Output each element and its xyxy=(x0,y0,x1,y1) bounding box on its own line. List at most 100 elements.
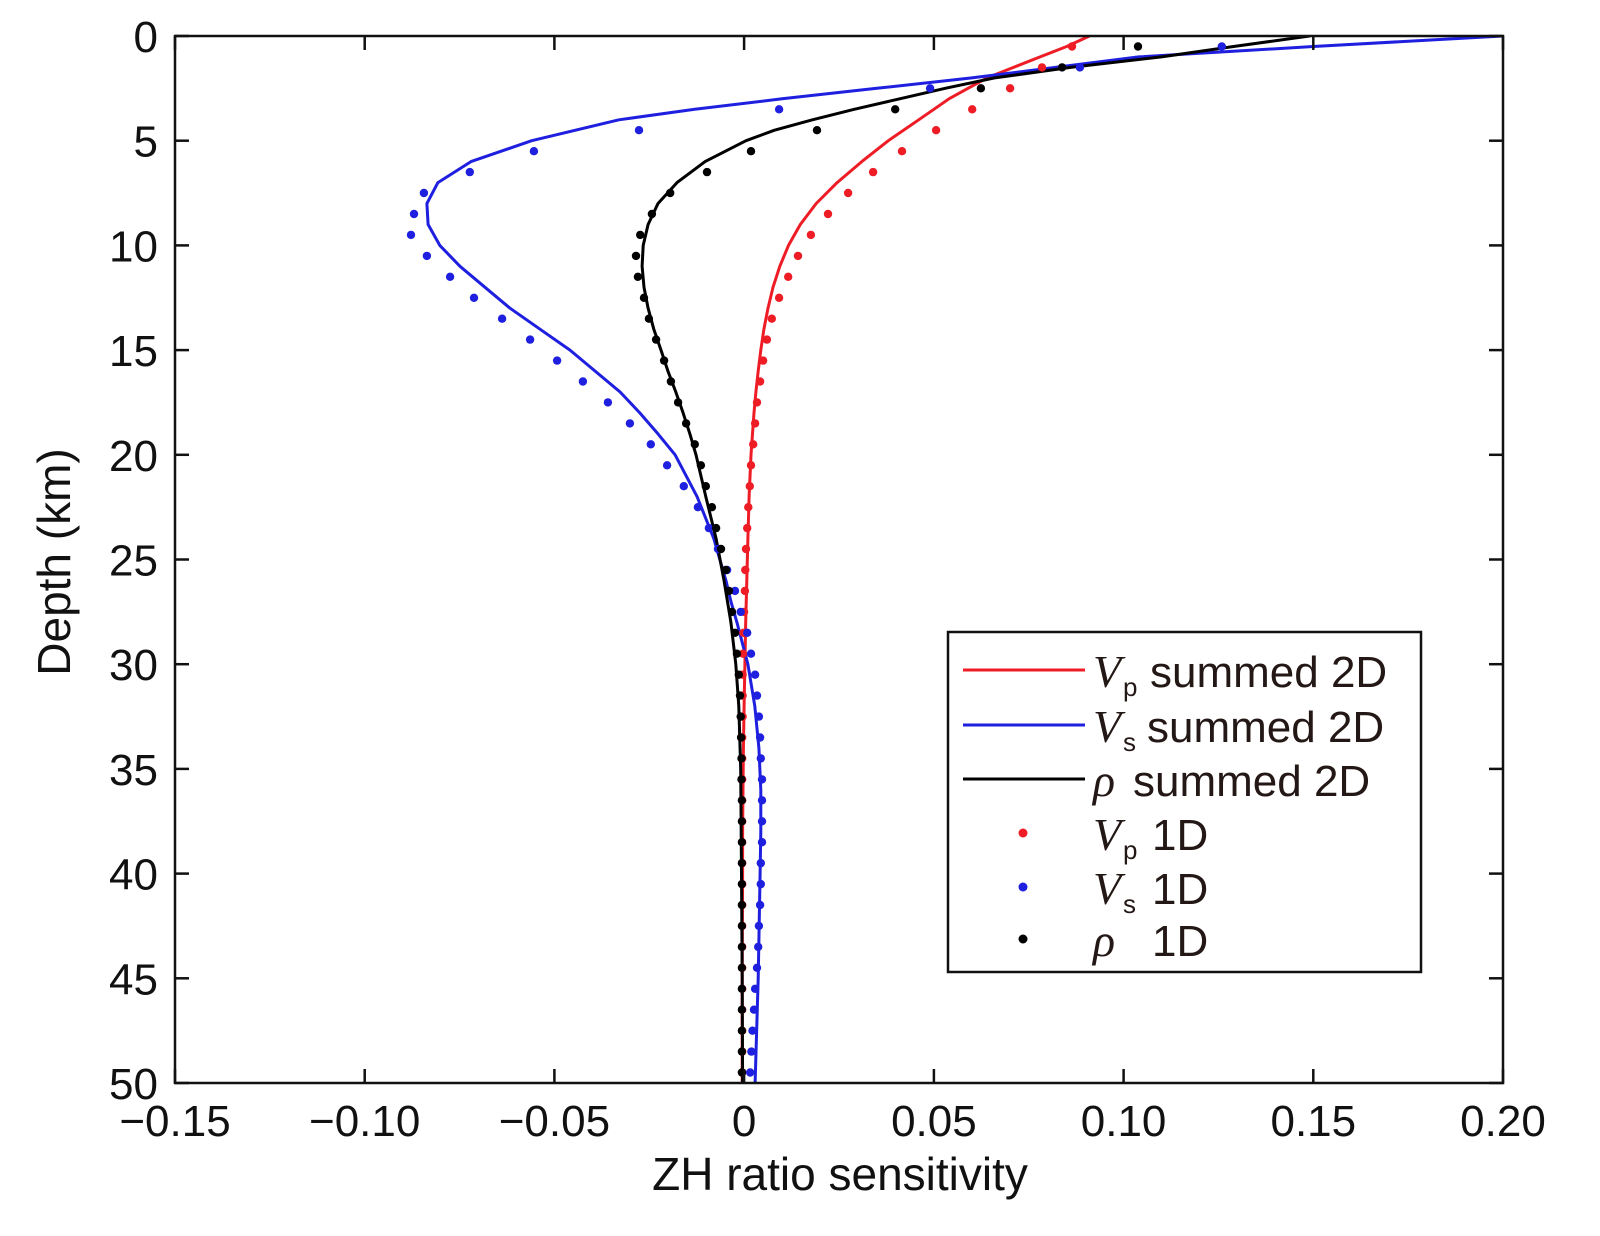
vs-1d-point xyxy=(747,1047,756,1056)
vp-1d-point xyxy=(749,440,758,449)
legend-symbol: V xyxy=(1093,863,1126,914)
vs-1d-point xyxy=(754,921,764,931)
vp-1d-point xyxy=(741,544,751,554)
vp-1d-point xyxy=(968,105,977,114)
vp-1d-point xyxy=(752,398,762,407)
legend-label: ρ summed 2D xyxy=(1091,755,1370,806)
x-tick-label: −0.15 xyxy=(119,1097,230,1146)
vp-1d-point xyxy=(1005,84,1015,93)
rho-1d-point xyxy=(633,272,643,281)
rho-1d-point xyxy=(673,398,683,407)
vs-summed-2d-line xyxy=(425,36,1503,1083)
rho-1d-point xyxy=(746,147,756,156)
vs-1d-point xyxy=(634,126,644,135)
vs-1d-point xyxy=(749,1005,759,1014)
vs-1d-point xyxy=(578,377,588,386)
vp-1d-point xyxy=(897,147,907,156)
legend-label: ρ 1D xyxy=(1091,915,1208,966)
vs-1d-point xyxy=(757,817,767,826)
vs-1d-point xyxy=(497,314,507,323)
legend-entry-rho-summed-2d: ρ summed 2D xyxy=(963,755,1370,806)
vs-1d-point xyxy=(406,230,416,240)
rho-1d-point xyxy=(631,251,641,261)
legend-entry-vs-summed-2d: V s summed 2D xyxy=(963,701,1384,761)
vs-1d-point xyxy=(774,105,784,114)
rho-1d-point xyxy=(737,796,747,805)
vp-1d-point xyxy=(767,314,776,323)
legend-text: summed 2D xyxy=(1147,703,1384,752)
vs-1d-point xyxy=(625,419,635,428)
rho-1d-point xyxy=(737,1005,747,1014)
x-tick-label: 0.10 xyxy=(1081,1097,1167,1146)
rho-1d-point xyxy=(737,858,747,868)
legend-symbol: ρ xyxy=(1091,915,1115,966)
rho-1d-point xyxy=(737,984,747,993)
legend-box xyxy=(946,630,1423,974)
axis-ticks: −0.15 −0.10 −0.05 0 0.05 0.10 0.15 0.20 0 5 10 15 20… xyxy=(109,13,1546,1146)
legend-entry-vs-1d: V s 1D xyxy=(1018,863,1208,919)
rho-1d-point xyxy=(737,817,747,826)
vp-1d-point xyxy=(745,482,754,491)
rho-1d-point xyxy=(737,963,747,972)
rho-1d-point xyxy=(737,921,747,931)
vs-1d-point xyxy=(755,733,765,742)
vp-1d-point xyxy=(1037,63,1047,72)
x-tick-label: −0.05 xyxy=(499,1097,610,1146)
legend-text: summed 2D xyxy=(1150,648,1387,697)
vs-1d-point xyxy=(419,188,429,198)
y-tick-label: 25 xyxy=(109,537,158,586)
rho-1d-point xyxy=(681,419,691,428)
rho-1d-point xyxy=(701,482,710,491)
rho-1d-point xyxy=(716,544,726,554)
rho-1d-point xyxy=(711,523,721,533)
vp-1d-point xyxy=(755,377,765,386)
vs-1d-point xyxy=(752,963,762,972)
legend-swatch-point xyxy=(1018,882,1028,892)
legend-subscript: s xyxy=(1123,727,1136,757)
legend-subscript: p xyxy=(1123,835,1137,865)
vs-1d-point xyxy=(730,586,740,596)
vp-1d-point xyxy=(823,209,833,219)
legend: V p summed 2D V s summed 2D ρ summed 2D xyxy=(946,630,1423,974)
vs-1d-point xyxy=(552,356,562,365)
series-points xyxy=(406,42,1227,1077)
rho-1d-point xyxy=(737,1047,747,1056)
rho-1d-point xyxy=(1133,42,1143,51)
vs-1d-point xyxy=(756,754,765,763)
rho-1d-point xyxy=(702,167,712,177)
legend-text: 1D xyxy=(1152,811,1208,860)
rho-1d-point xyxy=(736,712,745,721)
vs-1d-point xyxy=(469,293,479,302)
rho-1d-point xyxy=(651,335,661,344)
rho-1d-point xyxy=(707,503,717,512)
y-tick-label: 10 xyxy=(109,222,158,271)
rho-1d-point xyxy=(734,670,743,679)
y-tick-label: 15 xyxy=(109,327,158,376)
vs-1d-point xyxy=(743,628,752,637)
x-tick-label: 0.20 xyxy=(1460,1097,1546,1146)
legend-label: V s summed 2D xyxy=(1093,701,1384,761)
rho-1d-point xyxy=(737,838,747,847)
rho-1d-point xyxy=(666,377,676,386)
y-tick-label: 30 xyxy=(109,641,158,690)
vs-1d-point xyxy=(679,482,688,491)
vs-1d-point xyxy=(1075,63,1085,72)
vs-1d-point xyxy=(750,984,760,993)
vs-1d-point xyxy=(925,84,935,93)
vs-1d-point xyxy=(757,796,767,805)
vs-1d-point xyxy=(525,335,535,344)
vp-1d-point xyxy=(806,230,816,240)
y-tick-label: 5 xyxy=(134,118,158,167)
vs-1d-point xyxy=(646,440,655,449)
vp-1d-point xyxy=(784,272,793,281)
legend-subscript: p xyxy=(1123,672,1137,702)
vp-1d-point xyxy=(868,167,878,177)
legend-symbol: V xyxy=(1093,646,1126,697)
vs-1d-point xyxy=(754,712,764,721)
vs-1d-point xyxy=(662,461,672,470)
rho-1d-point xyxy=(976,84,986,93)
rho-1d-point xyxy=(724,586,734,596)
vp-1d-point xyxy=(750,419,760,428)
vp-1d-point xyxy=(746,461,756,470)
